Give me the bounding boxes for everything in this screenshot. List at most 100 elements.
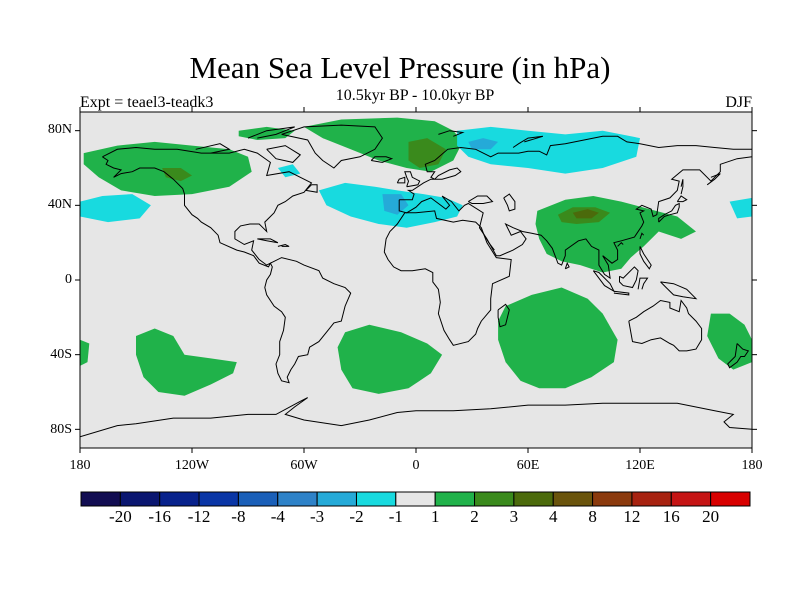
lat-label-40s: 40S [50, 347, 72, 362]
coastline-greenland [281, 124, 384, 169]
colorbar-label: 8 [588, 507, 597, 526]
field-tibet-max [572, 209, 599, 219]
colorbar-box [355, 491, 397, 507]
colorbar-label: -3 [310, 507, 325, 526]
coastline-novaya-zemlya [512, 135, 544, 148]
colorbar-box [316, 491, 357, 507]
colorbar-box [710, 491, 751, 507]
coastline-taiwan [639, 232, 645, 240]
colorbar-label: -12 [187, 507, 211, 526]
field-siberia-core [468, 138, 499, 150]
lon-label-0: 0 [412, 458, 420, 473]
coastline-victoria-island [195, 143, 231, 154]
coastline-sulawesi [637, 277, 649, 290]
coastline-ellesmere [247, 126, 295, 139]
colorbar-label: -4 [270, 507, 285, 526]
coastline-sumatra [592, 270, 616, 293]
colorbar-box [198, 491, 239, 507]
colorbar-label: 16 [662, 507, 680, 526]
lon-label-120e: 120E [625, 458, 655, 473]
coastline-sri-lanka [564, 261, 570, 270]
colorbar-label: -8 [231, 507, 246, 526]
coastline-newfoundland [305, 184, 318, 193]
field-alaska-core [162, 168, 192, 182]
colorbar-label: 3 [509, 507, 519, 526]
coastline-antarctica [80, 397, 752, 438]
coastline-madagascar [497, 303, 510, 328]
colorbar-box [474, 491, 515, 507]
colorbar-label: 12 [623, 507, 641, 526]
coastline-svalbard [438, 130, 465, 137]
coastline-caspian [503, 193, 516, 212]
coastline-borneo [619, 266, 639, 289]
field-n-pacific-low [80, 194, 151, 223]
page-title: Mean Sea Level Pressure (in hPa) [189, 50, 611, 85]
field-w-pacific-low [729, 197, 752, 219]
coastline-hispaniola [277, 243, 290, 247]
coastline-cuba [257, 238, 279, 244]
coastline-hokkaido [676, 195, 688, 203]
lat-label-80s: 80S [50, 422, 72, 437]
colorbar-label: -1 [388, 507, 403, 526]
lon-label-60w: 60W [290, 458, 318, 473]
field-sw-atlantic-edge [80, 339, 90, 366]
colorbar-box [592, 491, 633, 507]
colorbar-label: 20 [702, 507, 720, 526]
colorbar-box [395, 491, 436, 507]
coastline-south-america [264, 257, 352, 384]
axis-ticks [75, 107, 757, 453]
coastline-java [613, 290, 630, 296]
lat-label-40n: 40N [47, 197, 72, 212]
colorbar-box [670, 491, 712, 507]
coastline-australia [628, 299, 703, 352]
coastline-sakhalin [680, 179, 684, 195]
coastline-north-america [102, 146, 313, 268]
period-subtitle: 10.5kyr BP - 10.0kyr BP [335, 87, 495, 104]
lon-label-60e: 60E [516, 458, 540, 473]
lat-label-0: 0 [65, 272, 72, 287]
colorbar-label: -20 [109, 507, 132, 526]
colorbar-box [552, 491, 594, 507]
coastline-new-zealand [727, 343, 750, 369]
coastline-kamchatka [706, 173, 721, 186]
colorbar-box [434, 491, 476, 507]
field-tasman-high [707, 313, 752, 370]
colorbar-box [513, 491, 554, 507]
coastline-british-isles [404, 171, 421, 188]
field-south-pacific-high [136, 328, 237, 396]
coastline-philippines [639, 246, 652, 270]
coastline-eurasia [398, 135, 752, 280]
colorbar-box [631, 491, 672, 507]
coastline-baffin [266, 145, 302, 163]
experiment-label: Expt = teael3-teadk3 [80, 94, 214, 111]
coastline-iceland [370, 156, 394, 163]
field-indian-ocean-high [498, 287, 618, 389]
colorbar-label: 1 [430, 507, 440, 526]
season-label: DJF [725, 94, 752, 111]
colorbar-label: 2 [470, 507, 479, 526]
colorbar-label: -16 [148, 507, 172, 526]
coastline-ireland [396, 176, 406, 184]
colorbar-box [237, 491, 279, 507]
coastline-new-guinea [660, 281, 698, 300]
colorbar-box [277, 491, 318, 507]
coastline-africa [383, 210, 512, 346]
lon-label-120w: 120W [174, 458, 210, 473]
coastline-arabia-red-sea [479, 227, 495, 251]
colorbar-box [119, 491, 161, 507]
colorbar-label: -2 [349, 507, 364, 526]
lon-label-180e: 180 [741, 458, 763, 473]
coastline-black-sea [468, 195, 494, 204]
field-south-atlantic-high [337, 324, 443, 394]
lat-label-80n: 80N [47, 122, 72, 137]
field-scandinavia-core [408, 138, 446, 168]
lon-label-180w: 180 [69, 458, 91, 473]
coastline-japan [658, 202, 680, 223]
colorbar-box [159, 491, 200, 507]
colorbar-box [80, 491, 121, 507]
coastlines [80, 124, 752, 438]
coastline-hainan [617, 242, 624, 247]
colorbar-label: 4 [548, 507, 558, 526]
